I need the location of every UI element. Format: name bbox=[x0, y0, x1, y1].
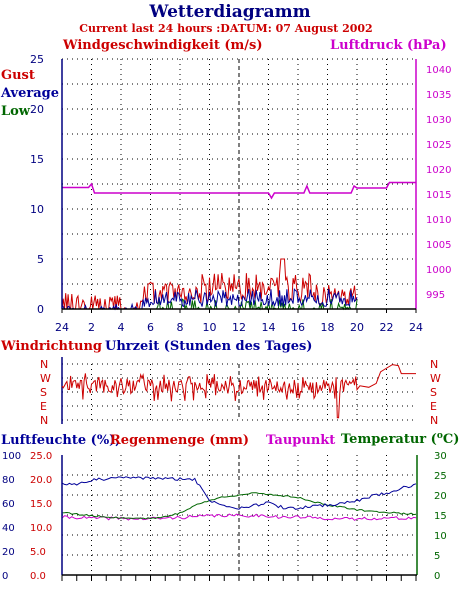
dewpoint-series-line bbox=[61, 513, 417, 521]
wind-tick-labels: 24 2 4 6 8 10 12 14 16 18 20 22 24051015202599510001… bbox=[30, 53, 451, 334]
direction-right-label: E bbox=[430, 400, 437, 413]
wind-direction-label: Windrichtung bbox=[0, 339, 102, 354]
chart-subtitle: Current last 24 hours :DATUM: 07 August … bbox=[79, 22, 372, 35]
pressure-series-line bbox=[62, 181, 416, 200]
climate-tick-labels: 0 20 40 60 80 100 0.0 5.0 10.0 15.0 20.0 25.0 0 5 10 15… bbox=[2, 451, 447, 582]
wind-direction-line bbox=[61, 364, 416, 419]
humidity-tick-label: 100 bbox=[2, 451, 21, 462]
wind-y-tick-label: 10 bbox=[30, 203, 44, 216]
wind-x-tick-label: 6 bbox=[147, 321, 154, 334]
legend-average: Average bbox=[0, 86, 59, 101]
wind-x-tick-label: 22 bbox=[380, 321, 394, 334]
hours-axis-label: Uhrzeit (Stunden des Tages) bbox=[105, 339, 312, 354]
wind-x-tick-label: 18 bbox=[321, 321, 335, 334]
temperature-tick-label: 20 bbox=[434, 491, 447, 502]
degree-symbol: o bbox=[437, 431, 443, 441]
direction-left-label: E bbox=[40, 400, 47, 413]
direction-series bbox=[61, 364, 416, 419]
pressure-tick-label: 1020 bbox=[426, 165, 451, 176]
temperature-tick-label: 15 bbox=[434, 511, 447, 522]
pressure-tick-label: 1000 bbox=[426, 265, 451, 276]
humidity-tick-label: 40 bbox=[2, 523, 15, 534]
climate-axes bbox=[61, 455, 418, 581]
direction-left-label: W bbox=[40, 372, 51, 385]
temperature-tick-label: 10 bbox=[434, 531, 447, 542]
legend-gust: Gust bbox=[1, 68, 35, 83]
wind-x-tick-label: 24 bbox=[55, 321, 69, 334]
direction-left-label: N bbox=[40, 358, 48, 371]
pressure-tick-label: 1015 bbox=[426, 190, 451, 201]
wind-speed-label: Windgeschwindigkeit (m/s) bbox=[62, 38, 262, 53]
humidity-series-line bbox=[61, 476, 417, 510]
wind-y-tick-label: 5 bbox=[37, 253, 44, 266]
temperature-series-line bbox=[61, 492, 417, 520]
wind-grid bbox=[62, 58, 416, 309]
pressure-tick-label: 1035 bbox=[426, 90, 451, 101]
humidity-tick-label: 20 bbox=[2, 547, 15, 558]
direction-tick-labels: N NW WS SE EN N bbox=[40, 358, 441, 427]
wind-x-tick-label: 12 bbox=[232, 321, 246, 334]
humidity-tick-label: 80 bbox=[2, 475, 15, 486]
wind-y-tick-label: 0 bbox=[37, 303, 44, 316]
direction-right-label: W bbox=[430, 372, 441, 385]
rain-tick-label: 5.0 bbox=[30, 547, 46, 558]
rain-tick-label: 15.0 bbox=[30, 499, 52, 510]
wind-x-tick-label: 24 bbox=[409, 321, 423, 334]
wind-x-tick-label: 20 bbox=[350, 321, 364, 334]
temperature-tick-label: 30 bbox=[434, 451, 447, 462]
rain-label: Regenmenge (mm) bbox=[110, 433, 249, 448]
direction-left-label: N bbox=[40, 414, 48, 427]
pressure-label: Luftdruck (hPa) bbox=[330, 38, 447, 53]
temperature-tick-label: 25 bbox=[434, 471, 447, 482]
pressure-tick-label: 1010 bbox=[426, 215, 451, 226]
wind-x-tick-label: 4 bbox=[118, 321, 125, 334]
climate-grid bbox=[62, 455, 416, 575]
wind-x-tick-label: 16 bbox=[291, 321, 305, 334]
temperature-tick-label: 5 bbox=[434, 551, 440, 562]
direction-right-label: N bbox=[430, 414, 438, 427]
rain-tick-label: 0.0 bbox=[30, 571, 46, 582]
wind-x-tick-label: 14 bbox=[262, 321, 276, 334]
direction-left-label: S bbox=[40, 386, 47, 399]
wind-x-tick-label: 10 bbox=[203, 321, 217, 334]
temperature-label: Temperatur (oC) bbox=[341, 431, 459, 447]
pressure-tick-label: 1030 bbox=[426, 115, 451, 126]
pressure-tick-label: 1040 bbox=[426, 65, 451, 76]
wind-y-tick-label: 15 bbox=[30, 153, 44, 166]
temperature-label-text: Temperatur ( bbox=[341, 432, 437, 447]
humidity-tick-label: 0 bbox=[2, 571, 8, 582]
pressure-tick-label: 1005 bbox=[426, 240, 451, 251]
pressure-tick-label: 1025 bbox=[426, 140, 451, 151]
direction-right-label: N bbox=[430, 358, 438, 371]
dewpoint-label: Taupunkt bbox=[266, 433, 335, 448]
rain-tick-label: 20.0 bbox=[30, 475, 52, 486]
chart-title: Wetterdiagramm bbox=[148, 2, 310, 22]
direction-grid bbox=[61, 357, 416, 424]
wind-x-tick-label: 2 bbox=[88, 321, 95, 334]
wind-axes bbox=[61, 59, 417, 313]
wind-y-tick-label: 25 bbox=[30, 53, 44, 66]
temperature-tick-label: 0 bbox=[434, 571, 440, 582]
legend-low: Low bbox=[1, 104, 31, 119]
rain-tick-label: 25.0 bbox=[30, 451, 52, 462]
humidity-label: Luftfeuchte (%), bbox=[1, 433, 120, 448]
rain-tick-label: 10.0 bbox=[30, 523, 52, 534]
wind-y-tick-label: 20 bbox=[30, 103, 44, 116]
temperature-unit: C) bbox=[443, 432, 460, 447]
direction-right-label: S bbox=[430, 386, 437, 399]
humidity-tick-label: 60 bbox=[2, 499, 15, 510]
wind-x-tick-label: 8 bbox=[177, 321, 184, 334]
pressure-tick-label: 995 bbox=[426, 290, 445, 301]
